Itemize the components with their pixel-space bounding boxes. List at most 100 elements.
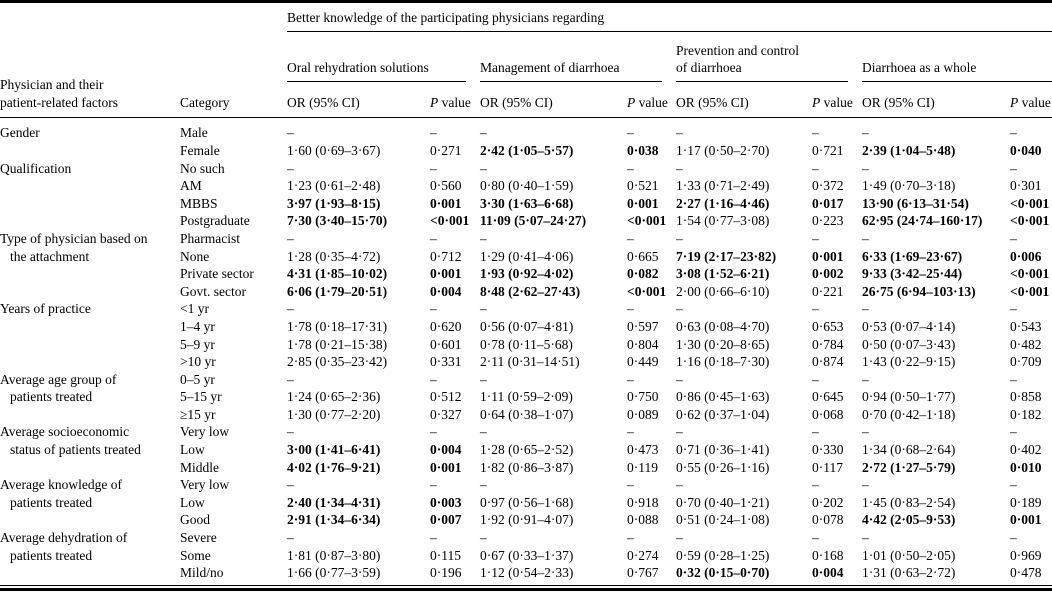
or-ci-cell: 0·62 (0·37–1·04): [676, 406, 770, 422]
table-row: ≥15 yr 1·30 (0·77–2·20) 0·327 0·64 (0·38–1·…: [0, 406, 1052, 424]
p-value-cell: 0·327: [430, 406, 462, 422]
group-header-management: Management of diarrhoea: [480, 32, 676, 82]
or-ci-cell: 6·33 (1·69–23·67): [862, 248, 963, 264]
or-ci-cell: 1·31 (0·63–2·72): [862, 565, 956, 581]
p-value-cell: 0·004: [430, 283, 462, 299]
table-row: MBBS 3·97 (1·93–8·15) 0·001 3·30 (1·63–6·68…: [0, 195, 1052, 213]
or-ci-cell: –: [287, 125, 294, 141]
or-ci-cell: 3·00 (1·41–6·41): [287, 442, 381, 458]
stub-header: Physician and their patient-related fact…: [0, 3, 180, 119]
p-value-cell: –: [1010, 160, 1017, 176]
category-cell: >10 yr: [180, 354, 216, 370]
p-value-cell: 0·721: [812, 142, 844, 158]
p-value-cell: 0·665: [627, 248, 659, 264]
or-ci-cell: 0·51 (0·24–1·08): [676, 512, 770, 528]
p-value-cell: 0·330: [812, 442, 844, 458]
or-ci-cell: 0·59 (0·28–1·25): [676, 547, 770, 563]
or-ci-cell: –: [287, 477, 294, 493]
p-value-cell: 0·088: [627, 512, 659, 528]
or-ci-cell: 1·34 (0·68–2·64): [862, 442, 956, 458]
factor-cell: Gender: [0, 125, 40, 141]
or-ci-cell: 1·28 (0·35–4·72): [287, 248, 381, 264]
or-ci-cell: 1·60 (0·69–3·67): [287, 142, 381, 158]
table-row: AM 1·23 (0·61–2·48) 0·560 0·80 (0·40–1·59) 0…: [0, 177, 1052, 195]
p-value-cell: <0·001: [627, 283, 667, 299]
or-ci-cell: 4·31 (1·85–10·02): [287, 266, 388, 282]
or-ci-cell: 8·48 (2·62–27·43): [480, 283, 581, 299]
p-rest: value: [438, 94, 471, 110]
or-ci-cell: –: [287, 424, 294, 440]
p-value-cell: 0·767: [627, 565, 659, 581]
p-value-cell: –: [430, 125, 437, 141]
or-ci-cell: 1·29 (0·41–4·06): [480, 248, 574, 264]
p-value-cell: 0·189: [1010, 494, 1042, 510]
or-ci-cell: –: [480, 477, 487, 493]
p-value-cell: 0·750: [627, 389, 659, 405]
category-cell: Govt. sector: [180, 283, 246, 299]
category-cell: Mild/no: [180, 565, 224, 581]
category-cell: 1–4 yr: [180, 318, 215, 334]
category-cell: Private sector: [180, 266, 254, 282]
table-row: Average age group of patients treated 0–5…: [0, 371, 1052, 405]
category-cell: <1 yr: [180, 301, 209, 317]
group-label: Diarrhoea as a whole: [862, 59, 1052, 82]
or-header: OR (95% CI): [676, 82, 812, 119]
category-cell: Low: [180, 442, 205, 458]
p-value-cell: –: [627, 530, 634, 546]
p-italic: P: [812, 94, 821, 110]
bottom-rule-thin: [0, 584, 1052, 586]
or-header: OR (95% CI): [287, 82, 430, 119]
p-value-cell: 0·402: [1010, 442, 1042, 458]
or-ci-cell: 0·71 (0·36–1·41): [676, 442, 770, 458]
category-cell: Female: [180, 142, 220, 158]
p-value-cell: 0·001: [430, 266, 462, 282]
p-value-cell: <0·001: [1010, 283, 1050, 299]
or-ci-cell: 2·72 (1·27–5·79): [862, 459, 956, 475]
category-cell: MBBS: [180, 195, 218, 211]
or-ci-cell: –: [862, 125, 869, 141]
p-value-cell: 0·182: [1010, 406, 1042, 422]
category-cell: Some: [180, 547, 211, 563]
or-ci-cell: 1·28 (0·65–2·52): [480, 442, 574, 458]
or-ci-cell: –: [676, 125, 683, 141]
p-value-cell: 0·804: [627, 336, 659, 352]
or-ci-cell: 1·12 (0·54–2·33): [480, 565, 574, 581]
or-ci-cell: 1·78 (0·21–15·38): [287, 336, 388, 352]
or-ci-cell: 7·19 (2·17–23·82): [676, 248, 777, 264]
or-ci-cell: –: [862, 371, 869, 387]
or-ci-cell: –: [480, 125, 487, 141]
p-value-cell: –: [812, 371, 819, 387]
or-ci-cell: 2·27 (1·16–4·46): [676, 195, 770, 211]
p-value-header: P value: [430, 82, 480, 119]
category-cell: No such: [180, 160, 225, 176]
or-ci-cell: 0·55 (0·26–1·16): [676, 459, 770, 475]
or-ci-cell: –: [287, 530, 294, 546]
or-ci-cell: –: [862, 301, 869, 317]
or-ci-cell: –: [287, 301, 294, 317]
p-value-cell: –: [1010, 230, 1017, 246]
factor-cell: Average socioeconomic status of patients…: [0, 424, 141, 458]
p-value-cell: –: [627, 125, 634, 141]
column-header-row: OR (95% CI) P value OR (95% CI) P value …: [0, 82, 1052, 119]
p-value-cell: 0·040: [1010, 142, 1042, 158]
or-ci-cell: 3·08 (1·52–6·21): [676, 266, 770, 282]
p-value-cell: –: [430, 477, 437, 493]
table-row: Gender Male – – – – – – – –: [0, 118, 1052, 142]
or-ci-cell: 1·43 (0·22–9·15): [862, 354, 956, 370]
p-value-cell: 0·543: [1010, 318, 1042, 334]
p-value-cell: –: [1010, 477, 1017, 493]
p-value-cell: –: [812, 424, 819, 440]
or-ci-cell: 1·30 (0·77–2·20): [287, 406, 381, 422]
p-value-header: P value: [627, 82, 676, 119]
p-value-cell: 0·089: [627, 406, 659, 422]
table-row: Middle 4·02 (1·76–9·21) 0·001 1·82 (0·86–3·…: [0, 459, 1052, 477]
or-ci-cell: 0·80 (0·40–1·59): [480, 178, 574, 194]
p-value-cell: <0·001: [430, 213, 470, 229]
factor-cell: Qualification: [0, 160, 72, 176]
p-italic: P: [430, 94, 439, 110]
p-value-cell: –: [812, 125, 819, 141]
category-header: Category: [180, 3, 287, 119]
or-ci-cell: –: [480, 230, 487, 246]
or-ci-cell: 1·54 (0·77–3·08): [676, 213, 770, 229]
or-ci-cell: 1·66 (0·77–3·59): [287, 565, 381, 581]
